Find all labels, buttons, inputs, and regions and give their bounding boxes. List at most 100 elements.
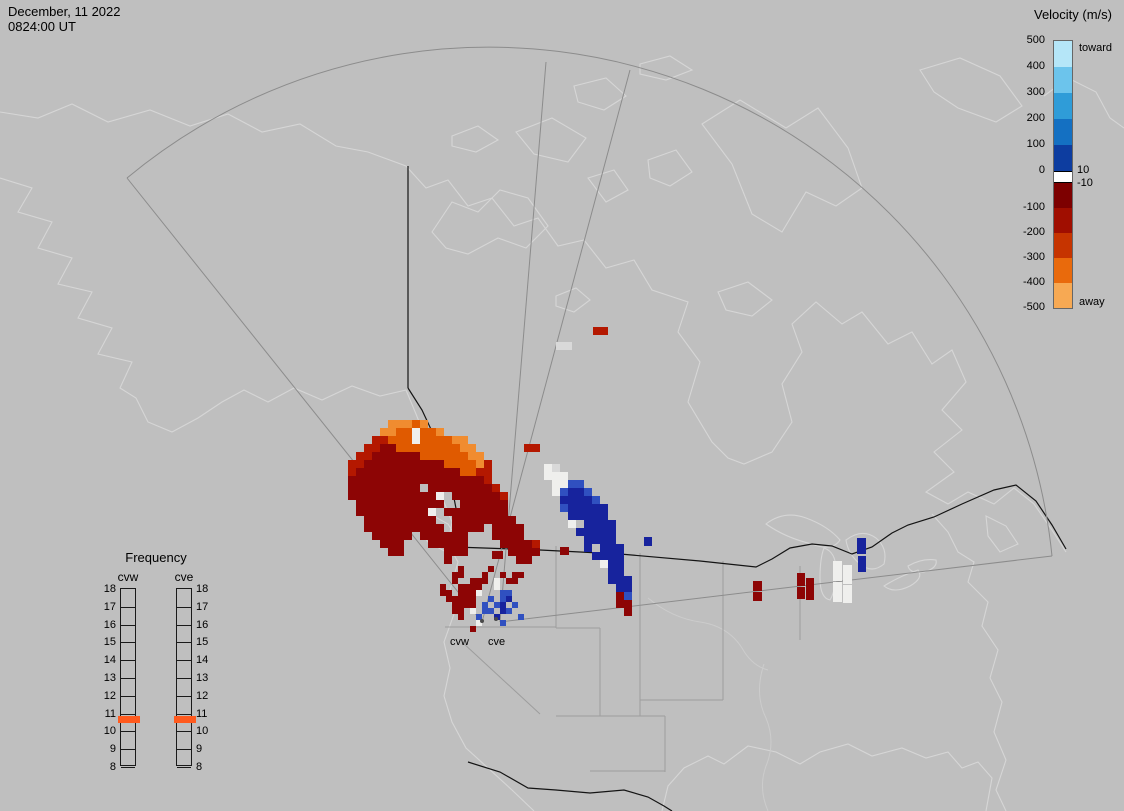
velocity-cell bbox=[420, 436, 428, 444]
velocity-cell bbox=[444, 452, 452, 460]
velocity-cell bbox=[616, 560, 624, 568]
velocity-cell bbox=[388, 444, 396, 452]
velocity-cell bbox=[468, 500, 476, 508]
velocity-cell bbox=[412, 444, 420, 452]
velocity-cell bbox=[512, 578, 518, 584]
velocity-cell bbox=[372, 436, 380, 444]
velocity-cell bbox=[380, 460, 388, 468]
velocity-cell bbox=[524, 444, 532, 452]
frequency-tick-label: 15 bbox=[103, 636, 116, 648]
fov-cve-right-edge bbox=[499, 555, 1053, 623]
velocity-cell bbox=[833, 561, 842, 581]
velocity-cell bbox=[404, 468, 412, 476]
velocity-cell bbox=[452, 608, 458, 614]
velocity-cell bbox=[524, 556, 532, 564]
velocity-cell bbox=[584, 488, 592, 496]
velocity-cell bbox=[396, 492, 404, 500]
velocity-cell bbox=[608, 536, 616, 544]
velocity-cell bbox=[468, 524, 476, 532]
river-missouri bbox=[647, 597, 769, 671]
velocity-cell bbox=[468, 508, 476, 516]
colorbar-tick-label: -200 bbox=[1022, 226, 1045, 238]
velocity-cell bbox=[600, 544, 608, 552]
velocity-cell bbox=[624, 576, 632, 584]
frequency-current-marker bbox=[118, 716, 140, 723]
velocity-cell bbox=[568, 504, 576, 512]
velocity-cell bbox=[380, 452, 388, 460]
velocity-cell bbox=[396, 532, 404, 540]
velocity-cell bbox=[364, 524, 372, 532]
frequency-current-marker bbox=[174, 716, 196, 723]
frequency-tick-line bbox=[121, 678, 135, 679]
velocity-cell bbox=[380, 476, 388, 484]
velocity-cell bbox=[388, 420, 396, 428]
velocity-cell bbox=[396, 540, 404, 548]
velocity-cell bbox=[396, 476, 404, 484]
velocity-cell bbox=[380, 516, 388, 524]
velocity-cell bbox=[452, 484, 460, 492]
velocity-cell bbox=[444, 484, 452, 492]
frequency-tick-line bbox=[177, 660, 191, 661]
velocity-cell bbox=[458, 566, 464, 572]
velocity-cell bbox=[482, 578, 488, 584]
velocity-cell bbox=[388, 532, 396, 540]
velocity-cell bbox=[420, 476, 428, 484]
velocity-cell bbox=[584, 528, 592, 536]
velocity-cell bbox=[452, 524, 460, 532]
velocity-cell bbox=[444, 444, 452, 452]
velocity-cell bbox=[380, 428, 388, 436]
velocity-cell bbox=[576, 528, 584, 536]
colorbar-segment bbox=[1054, 119, 1072, 145]
velocity-cell bbox=[494, 584, 500, 590]
lake-erie bbox=[883, 569, 921, 591]
velocity-cell bbox=[600, 552, 608, 560]
colorbar-tick-label: 300 bbox=[1026, 86, 1045, 98]
velocity-cell bbox=[436, 452, 444, 460]
velocity-cell bbox=[428, 428, 436, 436]
velocity-cell bbox=[428, 468, 436, 476]
velocity-cell bbox=[444, 476, 452, 484]
velocity-cell bbox=[396, 444, 404, 452]
velocity-cell bbox=[560, 488, 568, 496]
colorbar-tick-label: 200 bbox=[1026, 112, 1045, 124]
river-mississippi bbox=[759, 663, 772, 811]
velocity-cell bbox=[372, 508, 380, 516]
frequency-bar-cvw: 18 17 16 15 14 13 12 11 10 9 8 bbox=[104, 583, 140, 773]
velocity-cell bbox=[476, 476, 484, 484]
velocity-cell bbox=[624, 592, 632, 600]
velocity-cell bbox=[452, 572, 458, 578]
velocity-cell bbox=[420, 508, 428, 516]
velocity-cell bbox=[476, 492, 484, 500]
velocity-cell bbox=[364, 492, 372, 500]
frequency-tick-line bbox=[177, 642, 191, 643]
velocity-cell bbox=[396, 524, 404, 532]
velocity-cell bbox=[484, 508, 492, 516]
colorbar-tick-label: 400 bbox=[1026, 60, 1045, 72]
velocity-cell bbox=[464, 584, 470, 590]
coast-alaska-bering bbox=[0, 177, 407, 433]
velocity-cell bbox=[428, 452, 436, 460]
colorbar-segment bbox=[1054, 183, 1072, 208]
frequency-tick-label: 13 bbox=[196, 672, 209, 684]
velocity-cell bbox=[388, 508, 396, 516]
velocity-cell bbox=[396, 508, 404, 516]
arctic-island-small-6 bbox=[639, 55, 694, 81]
velocity-cell bbox=[436, 484, 444, 492]
velocity-cell bbox=[500, 516, 508, 524]
velocity-cell bbox=[396, 452, 404, 460]
velocity-data-cells bbox=[348, 327, 866, 632]
velocity-cell bbox=[492, 484, 500, 492]
velocity-cell bbox=[560, 504, 568, 512]
velocity-cell bbox=[436, 492, 444, 500]
lake-superior bbox=[765, 514, 841, 548]
colorbar-segment bbox=[1054, 258, 1072, 283]
velocity-cell bbox=[600, 504, 608, 512]
velocity-cell bbox=[494, 578, 500, 584]
national-borders bbox=[407, 166, 1067, 811]
radar-site-markers bbox=[480, 617, 498, 623]
arctic-island-small-3 bbox=[587, 169, 629, 203]
velocity-cell bbox=[616, 544, 624, 552]
lake-ontario bbox=[907, 559, 937, 573]
colorbar-segment bbox=[1054, 145, 1072, 171]
velocity-cell bbox=[452, 492, 460, 500]
